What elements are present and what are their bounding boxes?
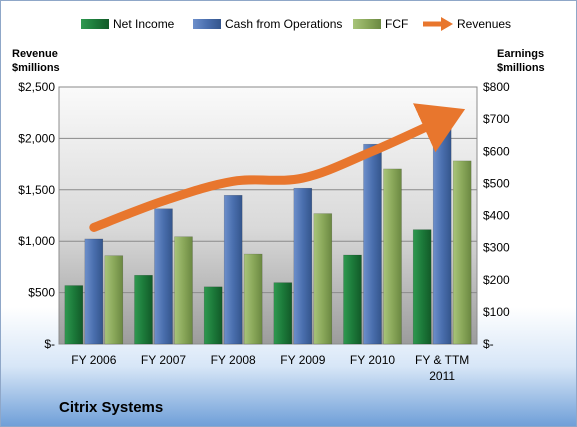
chart-title: Citrix Systems: [59, 399, 164, 416]
left-axis-ticks: $- $500 $1,000 $1,500 $2,000 $2,500: [18, 80, 55, 351]
left-tick-label: $500: [28, 286, 55, 300]
left-axis-title-line1: Revenue: [12, 48, 58, 60]
x-tick-label: FY 2007: [141, 353, 186, 367]
left-tick-label: $1,500: [18, 183, 55, 197]
x-tick-label: FY & TTM: [415, 353, 469, 367]
bar-fcf: [104, 255, 124, 345]
revenue-line: [89, 103, 466, 232]
right-tick-label: $300: [483, 241, 510, 255]
revenues-line: [89, 103, 466, 232]
bar-cash-from-operations: [363, 143, 382, 345]
left-tick-label: $2,500: [18, 80, 55, 94]
right-tick-label: $100: [483, 305, 510, 319]
bar-cash-from-operations: [293, 187, 313, 345]
legend-label-cash-from-operations: Cash from Operations: [225, 17, 342, 31]
legend-swatch-net-income: [81, 19, 109, 29]
right-tick-label: $200: [483, 273, 510, 287]
right-axis-title-line2: $millions: [497, 62, 545, 74]
legend-swatch-fcf: [353, 19, 381, 29]
x-tick-label: FY 2009: [280, 353, 325, 367]
bar-fcf: [243, 253, 263, 345]
x-axis-ticks: FY 2006 FY 2007 FY 2008 FY 2009 FY 2010 FY & …: [71, 353, 469, 383]
legend-label-net-income: Net Income: [113, 17, 175, 31]
right-tick-label: $600: [483, 144, 510, 158]
legend: Net Income Cash from Operations FCF Reve…: [81, 17, 511, 31]
bar-net-income: [203, 286, 223, 345]
x-tick-label: FY 2006: [71, 353, 116, 367]
left-tick-label: $2,000: [18, 131, 55, 145]
bar-fcf: [452, 160, 472, 345]
right-tick-label: $800: [483, 80, 510, 94]
x-tick-label: FY 2010: [350, 353, 395, 367]
bar-fcf: [383, 168, 402, 345]
bar-cash-from-operations: [84, 238, 104, 345]
left-tick-label: $-: [44, 337, 55, 351]
right-tick-label: $500: [483, 176, 510, 190]
legend-label-revenues: Revenues: [457, 17, 511, 31]
x-tick-label: FY 2008: [211, 353, 256, 367]
right-tick-label: $700: [483, 112, 510, 126]
legend-label-fcf: FCF: [385, 17, 408, 31]
bar-cash-from-operations: [154, 208, 173, 345]
bar-net-income: [412, 229, 432, 345]
bar-cash-from-operations: [432, 124, 452, 345]
legend-swatch-cash-from-operations: [193, 19, 221, 29]
left-axis-title-line2: $millions: [12, 62, 60, 74]
bar-net-income: [64, 285, 84, 345]
right-tick-label: $400: [483, 209, 510, 223]
bars: [64, 124, 472, 345]
left-tick-label: $1,000: [18, 234, 55, 248]
bar-cash-from-operations: [223, 195, 243, 345]
right-tick-label: $-: [483, 337, 494, 351]
right-axis-title-line1: Earnings: [497, 48, 544, 60]
bar-fcf: [174, 236, 193, 345]
legend-swatch-revenues: [423, 17, 453, 31]
x-tick-label: 2011: [429, 369, 455, 383]
right-axis-ticks: $- $100 $200 $300 $400 $500 $600 $700 $800: [483, 80, 510, 351]
bar-net-income: [134, 275, 153, 345]
bar-net-income: [273, 282, 293, 345]
bar-net-income: [343, 254, 362, 345]
bar-fcf: [313, 213, 333, 345]
